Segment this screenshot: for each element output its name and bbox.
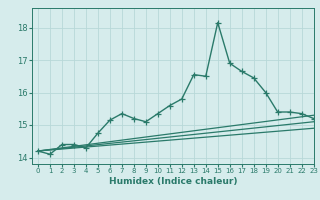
X-axis label: Humidex (Indice chaleur): Humidex (Indice chaleur) — [108, 177, 237, 186]
